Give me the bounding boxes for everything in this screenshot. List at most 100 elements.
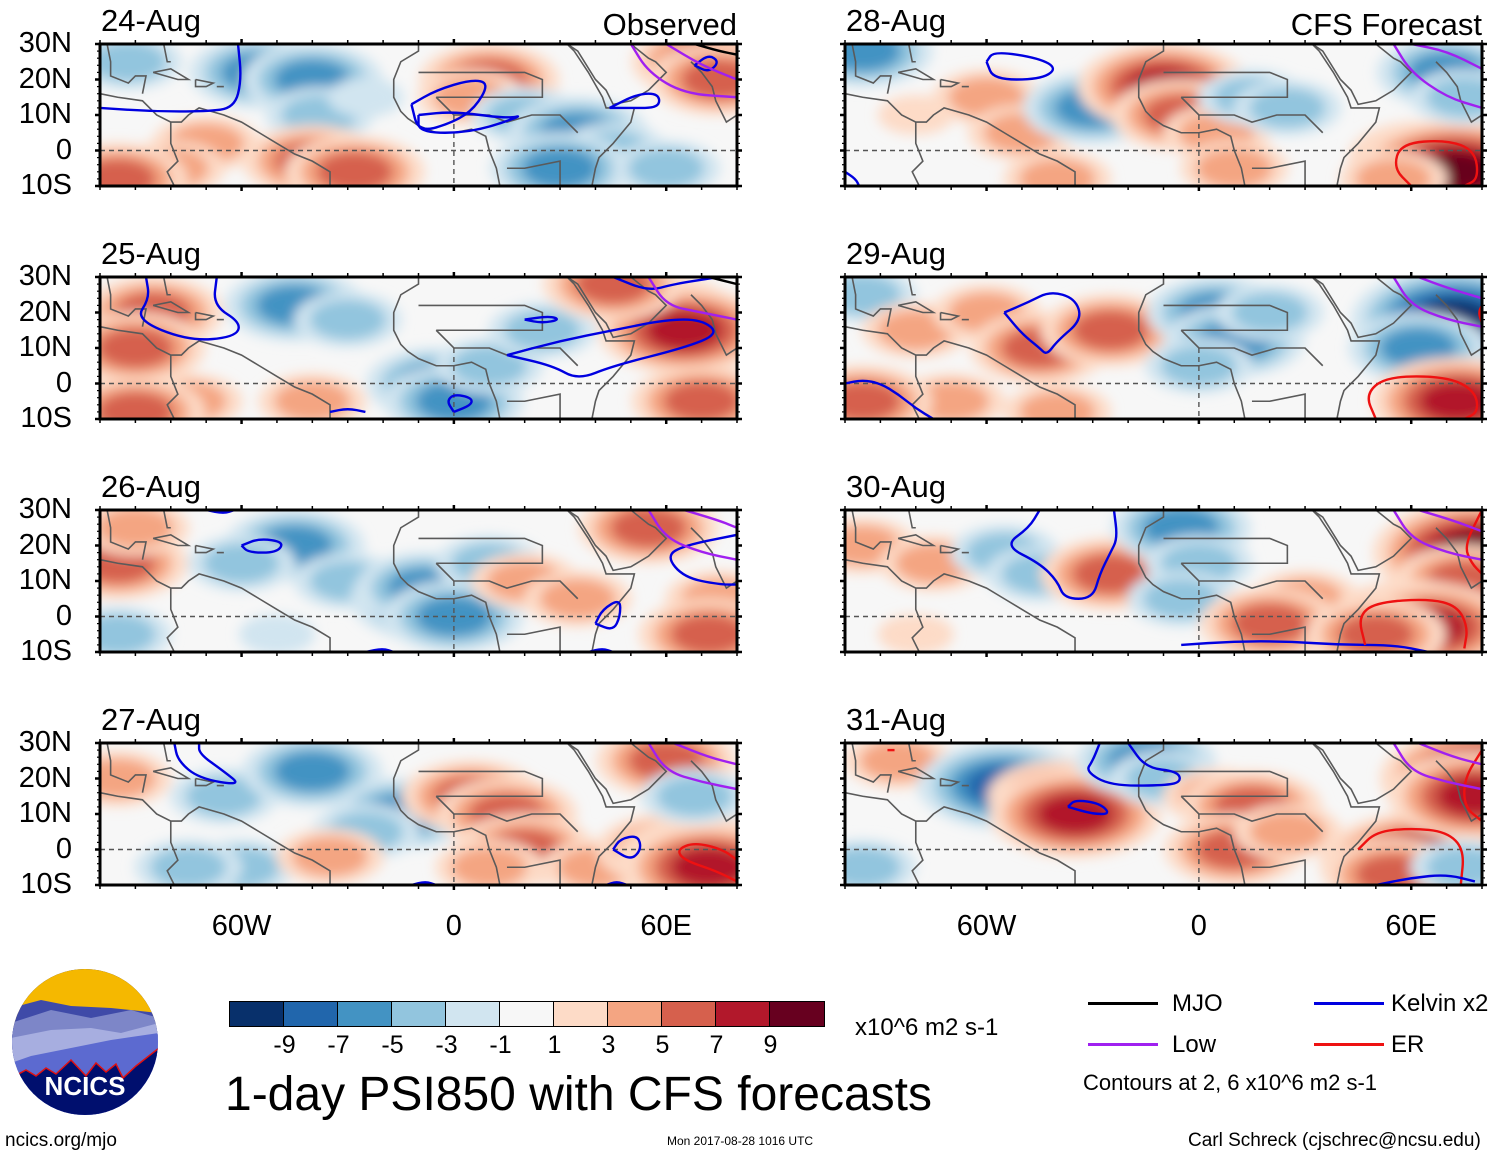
y-tick-label: 0 [55, 133, 72, 166]
x-tick-label: 60W [211, 910, 272, 942]
colorbar-swatch [338, 1002, 392, 1026]
negative-anomaly-region [100, 614, 156, 652]
positive-anomaly-region [292, 836, 369, 877]
coastline [1137, 510, 1246, 652]
coastline [1137, 743, 1246, 885]
y-tick-label: 20N [18, 528, 72, 561]
coastline [1435, 527, 1482, 590]
kelvin-contour [612, 277, 720, 291]
colorbar-swatch [284, 1002, 338, 1026]
x-tick-label: 0 [445, 910, 462, 942]
main-title: 1-day PSI850 with CFS forecasts [225, 1068, 932, 1121]
coastline [418, 537, 544, 565]
low-contour [629, 44, 737, 99]
coastline [897, 534, 937, 547]
coastline [911, 122, 924, 186]
forecast-label: CFS Forecast [1290, 7, 1482, 42]
coastline [566, 743, 668, 805]
positive-anomaly-region [100, 328, 174, 368]
kelvin-contour [594, 600, 622, 630]
colorbar-swatch [230, 1002, 284, 1026]
y-tick-label: 0 [55, 599, 72, 632]
y-tick-label: 30N [18, 726, 72, 758]
coastline [907, 510, 916, 529]
y-tick-label: 10S [20, 402, 72, 434]
coastline [1311, 510, 1381, 652]
colorbar [229, 1001, 825, 1027]
kelvin-contour [612, 835, 642, 859]
coastline [939, 777, 961, 787]
panel-date-title: 31-Aug [846, 702, 946, 737]
y-tick-label: 0 [55, 366, 72, 399]
kelvin-contour [669, 533, 737, 586]
colorbar-swatch [770, 1002, 824, 1026]
coastline [1137, 44, 1246, 186]
negative-anomaly-region [845, 277, 901, 315]
coastline [194, 78, 216, 88]
y-tick-label: 20N [18, 295, 72, 328]
low-contour [647, 743, 737, 791]
coastline [162, 277, 171, 296]
coastline [166, 588, 179, 652]
coastline [851, 743, 892, 793]
coastline [566, 277, 636, 419]
negative-anomaly-region [1426, 77, 1482, 118]
coastline [1251, 393, 1306, 419]
positive-anomaly-region [845, 381, 901, 419]
coastline [194, 311, 216, 321]
psi850-map-panel [840, 505, 1487, 657]
low-contour [1392, 510, 1482, 561]
coastline [911, 355, 924, 419]
coastline [194, 777, 216, 787]
observed-label: Observed [602, 7, 737, 42]
legend-label-mjo: MJO [1172, 990, 1223, 1017]
coastline [166, 355, 179, 419]
er-contour [1463, 749, 1482, 823]
positive-anomaly-region [913, 381, 990, 419]
legend-line-er [1314, 1043, 1384, 1046]
colorbar-swatch [446, 1002, 500, 1026]
psi850-map-panel [95, 39, 742, 191]
coastline [897, 301, 937, 314]
coastline [1311, 277, 1413, 339]
coastline [106, 510, 147, 560]
coastline [392, 743, 501, 885]
coastline [100, 791, 331, 885]
kelvin-contour [139, 277, 240, 341]
coastline [1311, 743, 1381, 885]
positive-anomaly-region [877, 95, 954, 135]
coastline [1311, 277, 1381, 419]
kelvin-contour [447, 394, 473, 414]
y-tick-label: 30N [18, 493, 72, 525]
coastline [1163, 537, 1289, 565]
coastline [392, 510, 501, 652]
coastline [1251, 160, 1306, 186]
low-contour [647, 277, 737, 321]
coastline [506, 626, 561, 652]
legend-line-low [1088, 1043, 1158, 1046]
colorbar-tick-label: 7 [709, 1031, 724, 1059]
er-contour [678, 842, 737, 883]
positive-anomaly-region [1419, 381, 1482, 419]
positive-anomaly-region [274, 381, 351, 419]
coastline [907, 44, 916, 63]
positive-anomaly-region [1019, 391, 1096, 419]
colorbar-tick-label: -1 [489, 1031, 512, 1059]
coastline [152, 767, 192, 780]
coastline [506, 859, 561, 885]
er-contour [1465, 510, 1482, 575]
y-tick-label: 10S [20, 635, 72, 667]
coastline [1163, 71, 1289, 99]
coastline [907, 743, 916, 762]
y-tick-label: 10N [18, 331, 72, 363]
positive-anomaly-region [451, 847, 528, 885]
positive-anomaly-region [681, 59, 737, 100]
units-label: x10^6 m2 s-1 [855, 1014, 999, 1041]
footer-timestamp: Mon 2017-08-28 1016 UTC [667, 1134, 814, 1148]
kelvin-contour [329, 408, 366, 414]
panel-date-title: 28-Aug [846, 3, 946, 38]
positive-anomaly-region [1072, 553, 1149, 594]
kelvin-contour [1010, 510, 1118, 600]
x-tick-label: 60E [1385, 910, 1438, 942]
negative-anomaly-region [238, 614, 315, 652]
